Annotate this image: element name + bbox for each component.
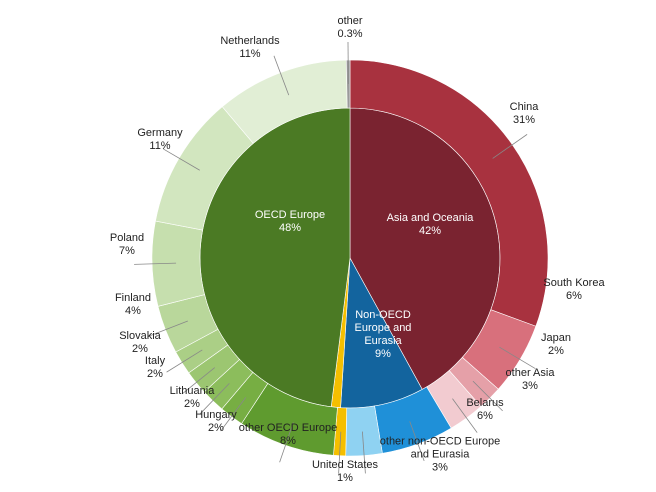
label-value: 11%	[239, 48, 261, 60]
label-name: other OECD Europe	[238, 422, 338, 434]
label-value: 8%	[280, 435, 296, 447]
leader-line	[338, 431, 342, 474]
label-value: 11%	[149, 140, 171, 152]
slice-label: other Asia 3%	[465, 367, 595, 393]
label-name: Netherlands	[220, 35, 280, 47]
label-value: 31%	[512, 114, 536, 126]
label-value: 2%	[147, 368, 163, 380]
leader-line	[452, 398, 478, 433]
label-name: Non-OECD Europe and Eurasia	[354, 309, 412, 347]
label-name: Belarus	[466, 397, 504, 409]
leader-line	[279, 422, 294, 463]
slice-label: Netherlands 11%	[185, 35, 315, 61]
slice-label: other non-OECD Europe and Eurasia 3%	[375, 436, 505, 475]
slice-label: United States 1%	[280, 459, 410, 485]
label-value: 0.3%	[337, 28, 363, 40]
leader-line	[181, 367, 216, 395]
label-value: 2%	[208, 422, 224, 434]
label-name: Poland	[109, 232, 145, 244]
leader-line	[199, 383, 230, 414]
label-name: other	[337, 15, 363, 27]
label-name: Asia and Oceania	[386, 212, 474, 224]
leader-line	[362, 431, 366, 474]
slice-label: South Korea 6%	[509, 277, 639, 303]
label-value: 4%	[125, 305, 141, 317]
outer-slice	[349, 59, 549, 327]
label-name: United States	[311, 459, 379, 471]
label-name: OECD Europe	[254, 209, 326, 221]
label-name: Finland	[114, 292, 152, 304]
slice-label: Non-OECD Europe and Eurasia 9%	[338, 309, 428, 361]
slice-label: Hungary 2%	[151, 409, 281, 435]
label-value: 6%	[566, 290, 582, 302]
leader-line	[492, 134, 528, 159]
label-value: 9%	[375, 348, 391, 360]
slice-label: Belarus 6%	[420, 397, 550, 423]
leader-line	[409, 421, 425, 462]
label-value: 6%	[477, 410, 493, 422]
leader-line	[499, 346, 536, 370]
leader-line	[148, 320, 188, 337]
slice-label: Finland 4%	[68, 292, 198, 318]
label-value: 3%	[522, 380, 538, 392]
leader-line	[163, 148, 200, 171]
leader-line	[166, 349, 203, 373]
slice-label: Poland 7%	[62, 232, 192, 258]
slice-label: other OECD Europe 8%	[223, 422, 353, 448]
leader-line	[273, 55, 290, 96]
leader-line	[472, 380, 503, 412]
label-value: 1%	[337, 472, 353, 484]
label-value: 42%	[418, 225, 442, 237]
label-value: 2%	[132, 343, 148, 355]
label-name: South Korea	[543, 277, 605, 289]
label-value: 3%	[432, 461, 448, 474]
label-name: Italy	[144, 355, 166, 367]
slice-label: Japan 2%	[491, 332, 621, 358]
label-value: 48%	[278, 222, 302, 234]
slice-label: other 0.3%	[285, 15, 415, 41]
slice-label: Slovakia 2%	[75, 330, 205, 356]
leader-line	[220, 397, 247, 432]
label-name: other non-OECD Europe and Eurasia	[379, 435, 501, 461]
label-name: China	[509, 101, 539, 113]
slice-label: Lithuania 2%	[127, 385, 257, 411]
leader-line	[134, 262, 177, 265]
label-value: 7%	[119, 245, 135, 257]
label-name: Germany	[137, 127, 183, 139]
slice-label: Germany 11%	[95, 127, 225, 153]
outer-slice	[346, 59, 351, 109]
label-name: Hungary	[195, 409, 237, 421]
label-value: 2%	[184, 398, 200, 410]
label-name: Japan	[541, 332, 571, 344]
slice-label: Italy 2%	[90, 355, 220, 381]
slice-label: Asia and Oceania 42%	[385, 212, 475, 238]
label-name: Slovakia	[119, 330, 161, 342]
slice-label: China 31%	[459, 101, 589, 127]
slice-label: OECD Europe 48%	[245, 209, 335, 235]
label-name: other Asia	[505, 367, 555, 379]
label-value: 2%	[548, 345, 564, 357]
label-name: Lithuania	[169, 385, 215, 397]
